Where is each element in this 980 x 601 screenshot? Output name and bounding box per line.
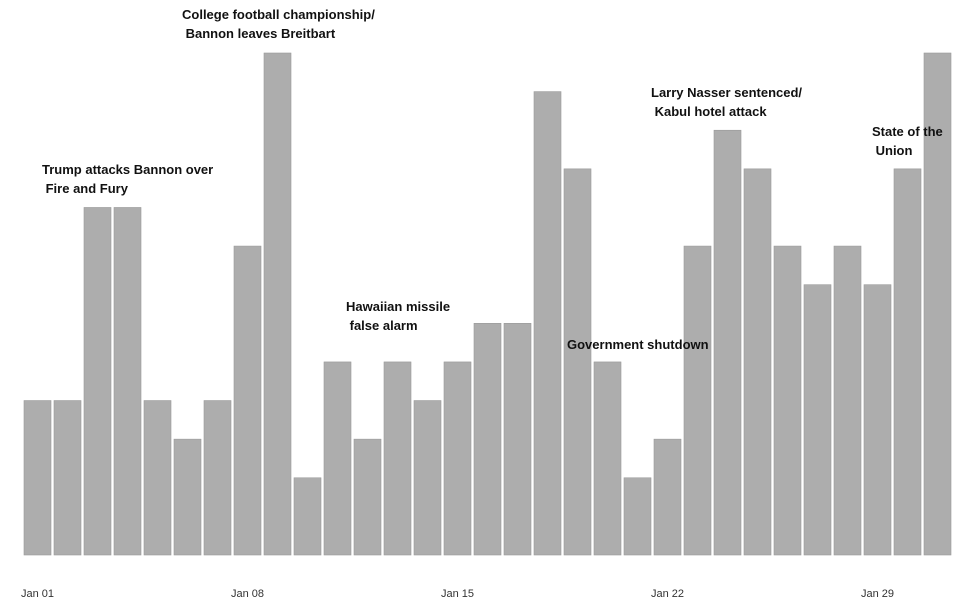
x-tick-label: Jan 22 <box>651 588 684 600</box>
bar-jan-09 <box>263 52 292 556</box>
bar-jan-14 <box>413 400 442 556</box>
x-tick-label: Jan 08 <box>231 588 264 600</box>
x-tick-label: Jan 29 <box>861 588 894 600</box>
bar-jan-16 <box>473 323 502 556</box>
bar-jan-02 <box>53 400 82 556</box>
annotation-line: false alarm <box>346 318 418 333</box>
bar-jan-17 <box>503 323 532 556</box>
x-tick-label: Jan 01 <box>21 588 54 600</box>
bar-jan-19 <box>563 168 592 556</box>
annotation-line: Government shutdown <box>567 337 709 352</box>
annotation-line: Kabul hotel attack <box>651 104 767 119</box>
bar-jan-22 <box>653 438 682 556</box>
bar-jan-18 <box>533 91 562 556</box>
bar-jan-04 <box>113 207 142 556</box>
annotation-line: Fire and Fury <box>42 181 129 196</box>
bar-jan-10 <box>293 477 322 556</box>
annotation-line: State of the <box>872 124 943 139</box>
bar-jan-12 <box>353 438 382 556</box>
annotation-line: Larry Nasser sentenced/ <box>651 85 802 100</box>
bars-group <box>23 52 952 556</box>
bar-jan-05 <box>143 400 172 556</box>
bar-jan-03 <box>83 207 112 556</box>
annotation-line: College football championship/ <box>182 7 375 22</box>
bar-jan-15 <box>443 361 472 556</box>
bar-jan-20 <box>593 361 622 556</box>
annotation-label: Hawaiian missile false alarm <box>346 299 450 333</box>
bar-jan-30 <box>893 168 922 556</box>
bar-jan-07 <box>203 400 232 556</box>
bar-jan-06 <box>173 438 202 556</box>
annotation-line: Hawaiian missile <box>346 299 450 314</box>
bar-jan-31 <box>923 52 952 556</box>
x-tick-label: Jan 15 <box>441 588 474 600</box>
annotation-line: Union <box>872 143 912 158</box>
bar-jan-26 <box>773 245 802 556</box>
bar-jan-25 <box>743 168 772 556</box>
annotation-label: State of the Union <box>872 124 943 158</box>
annotation-line: Trump attacks Bannon over <box>42 162 213 177</box>
x-axis-tick-labels: Jan 01 Jan 08 Jan 15 Jan 22 Jan 29 <box>21 588 894 600</box>
annotation-label: Government shutdown <box>567 337 709 352</box>
bar-jan-28 <box>833 245 862 556</box>
annotation-label: Trump attacks Bannon over Fire and Fury <box>42 162 213 196</box>
bar-jan-21 <box>623 477 652 556</box>
bar-jan-24 <box>713 129 742 556</box>
bar-jan-29 <box>863 284 892 556</box>
annotation-label: College football championship/ Bannon le… <box>182 7 375 41</box>
bar-jan-01 <box>23 400 52 556</box>
bar-jan-11 <box>323 361 352 556</box>
bar-jan-27 <box>803 284 832 556</box>
annotations-group: Trump attacks Bannon over Fire and Fury C… <box>42 7 943 352</box>
bar-jan-23 <box>683 245 712 556</box>
bar-jan-08 <box>233 245 262 556</box>
annotation-line: Bannon leaves Breitbart <box>182 26 336 41</box>
annotation-label: Larry Nasser sentenced/ Kabul hotel atta… <box>651 85 802 119</box>
bar-jan-13 <box>383 361 412 556</box>
